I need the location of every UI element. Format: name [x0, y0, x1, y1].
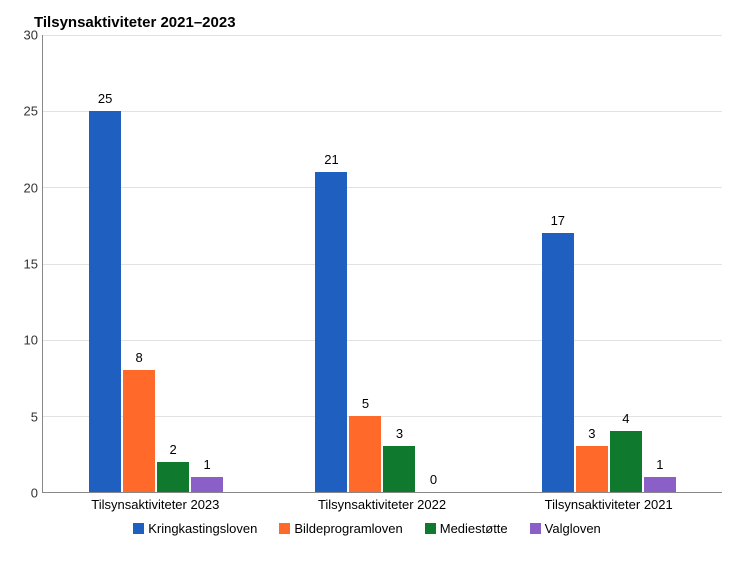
y-tick: 10 [24, 333, 38, 348]
bar: 25 [89, 111, 121, 492]
bar: 2 [157, 462, 189, 492]
bar-value-label: 21 [315, 152, 347, 167]
bar-value-label: 8 [123, 350, 155, 365]
bar-value-label: 2 [157, 442, 189, 457]
bar-group: 25821 [43, 35, 269, 492]
y-tick: 25 [24, 104, 38, 119]
y-tick: 5 [31, 409, 38, 424]
bar-value-label: 25 [89, 91, 121, 106]
x-axis-label: Tilsynsaktiviteter 2021 [495, 493, 722, 515]
legend-label: Mediestøtte [440, 521, 508, 536]
x-axis-label: Tilsynsaktiviteter 2022 [269, 493, 496, 515]
legend-label: Valgloven [545, 521, 601, 536]
bar: 1 [191, 477, 223, 492]
legend-swatch [530, 523, 541, 534]
legend-swatch [425, 523, 436, 534]
y-tick: 20 [24, 180, 38, 195]
bar: 4 [610, 431, 642, 492]
bar-value-label: 3 [383, 426, 415, 441]
bar: 3 [383, 446, 415, 492]
legend-swatch [133, 523, 144, 534]
legend-item: Kringkastingsloven [133, 521, 257, 536]
plot-area: 051015202530 258212153017341 Tilsynsakti… [42, 35, 722, 515]
bar-value-label: 17 [542, 213, 574, 228]
bar: 8 [123, 370, 155, 492]
legend-item: Mediestøtte [425, 521, 508, 536]
bar-value-label: 4 [610, 411, 642, 426]
x-axis-label: Tilsynsaktiviteter 2023 [42, 493, 269, 515]
legend-swatch [279, 523, 290, 534]
y-tick: 0 [31, 486, 38, 501]
legend-label: Kringkastingsloven [148, 521, 257, 536]
y-tick: 30 [24, 28, 38, 43]
bar-group: 17341 [496, 35, 722, 492]
bar-value-label: 0 [417, 472, 449, 487]
plot-inner: 258212153017341 [42, 35, 722, 493]
y-tick: 15 [24, 257, 38, 272]
bar-group: 21530 [269, 35, 495, 492]
bar: 17 [542, 233, 574, 492]
bar: 5 [349, 416, 381, 492]
bar-groups: 258212153017341 [43, 35, 722, 492]
bar-value-label: 3 [576, 426, 608, 441]
chart-container: Tilsynsaktiviteter 2021–2023 05101520253… [0, 0, 742, 562]
bar-value-label: 1 [644, 457, 676, 472]
legend-label: Bildeprogramloven [294, 521, 402, 536]
legend-item: Valgloven [530, 521, 601, 536]
x-axis-labels: Tilsynsaktiviteter 2023Tilsynsaktivitete… [42, 493, 722, 515]
legend: Kringkastingsloven Bildeprogramloven Medie… [12, 521, 722, 536]
y-axis: 051015202530 [16, 35, 42, 493]
bar-value-label: 1 [191, 457, 223, 472]
chart-title: Tilsynsaktiviteter 2021–2023 [34, 14, 722, 31]
bar: 21 [315, 172, 347, 492]
bar: 1 [644, 477, 676, 492]
bar: 3 [576, 446, 608, 492]
legend-item: Bildeprogramloven [279, 521, 402, 536]
bar-value-label: 5 [349, 396, 381, 411]
